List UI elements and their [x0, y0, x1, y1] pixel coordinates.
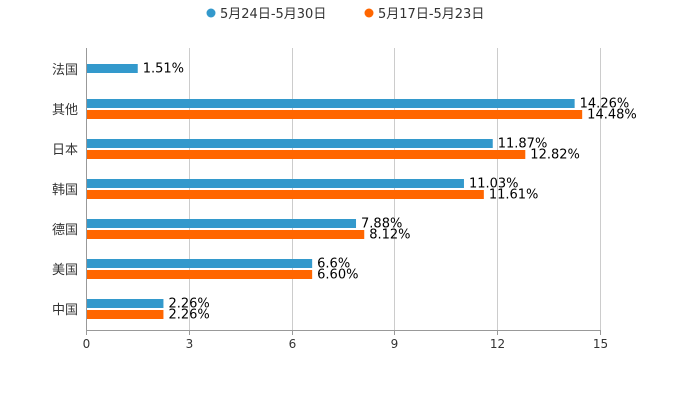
legend-marker-series2 — [364, 8, 374, 18]
bar-series1-其他 — [87, 99, 575, 108]
tick-label-x-6: 6 — [289, 337, 297, 351]
data-label-series1: 6.6% — [317, 257, 350, 272]
data-label-series1: 11.03% — [469, 177, 519, 192]
category-label: 其他 — [52, 103, 78, 118]
data-label-series2: 2.26% — [168, 308, 209, 323]
bar-series1-日本 — [87, 139, 493, 148]
data-label-series1: 11.87% — [498, 137, 548, 152]
data-label-series2: 14.48% — [587, 108, 637, 123]
data-label-series2: 6.60% — [317, 268, 358, 283]
bar-series2-德国 — [87, 230, 365, 239]
data-label-series2: 8.12% — [369, 228, 410, 243]
category-label: 法国 — [52, 63, 78, 78]
axes: 0 3 6 9 12 15 — [83, 48, 608, 351]
category-label: 美国 — [52, 263, 78, 278]
tick-label-x-9: 9 — [391, 337, 399, 351]
labels: 法国 1.51% 其他 14.26%14.48% 日本 11.87%12.82% 韩国 11.… — [52, 62, 637, 323]
category-label: 日本 — [52, 143, 78, 158]
tick-label-x-0: 0 — [83, 337, 91, 351]
legend-label-series2[interactable]: 5月17日-5月23日 — [378, 7, 484, 22]
data-label-series1: 7.88% — [361, 217, 402, 232]
data-label-series1: 1.51% — [143, 62, 184, 77]
bar-series1-韩国 — [87, 179, 464, 188]
data-label-series1: 14.26% — [580, 97, 630, 112]
category-label: 中国 — [52, 303, 78, 318]
bar-series2-韩国 — [87, 190, 484, 199]
category-label: 韩国 — [52, 183, 78, 198]
bar-series2-其他 — [87, 110, 583, 119]
tick-label-x-3: 3 — [186, 337, 194, 351]
legend: 5月24日-5月30日 5月17日-5月23日 — [206, 7, 484, 22]
data-label-series2: 12.82% — [530, 148, 580, 163]
bar-series1-美国 — [87, 259, 313, 268]
category-label: 德国 — [52, 223, 78, 238]
bar-series1-法国 — [87, 64, 138, 73]
data-label-series1: 2.26% — [168, 297, 209, 312]
bar-series1-中国 — [87, 299, 164, 308]
tick-label-x-12: 12 — [490, 337, 505, 351]
legend-label-series1[interactable]: 5月24日-5月30日 — [220, 7, 326, 22]
bar-series2-中国 — [87, 310, 164, 319]
bar-series2-日本 — [87, 150, 526, 159]
bar-series2-美国 — [87, 270, 313, 279]
data-label-series2: 11.61% — [489, 188, 539, 203]
bar-series1-德国 — [87, 219, 357, 228]
tick-label-x-15: 15 — [593, 337, 608, 351]
legend-marker-series1 — [206, 8, 216, 18]
bars — [87, 64, 583, 319]
grid-lines — [189, 48, 601, 330]
